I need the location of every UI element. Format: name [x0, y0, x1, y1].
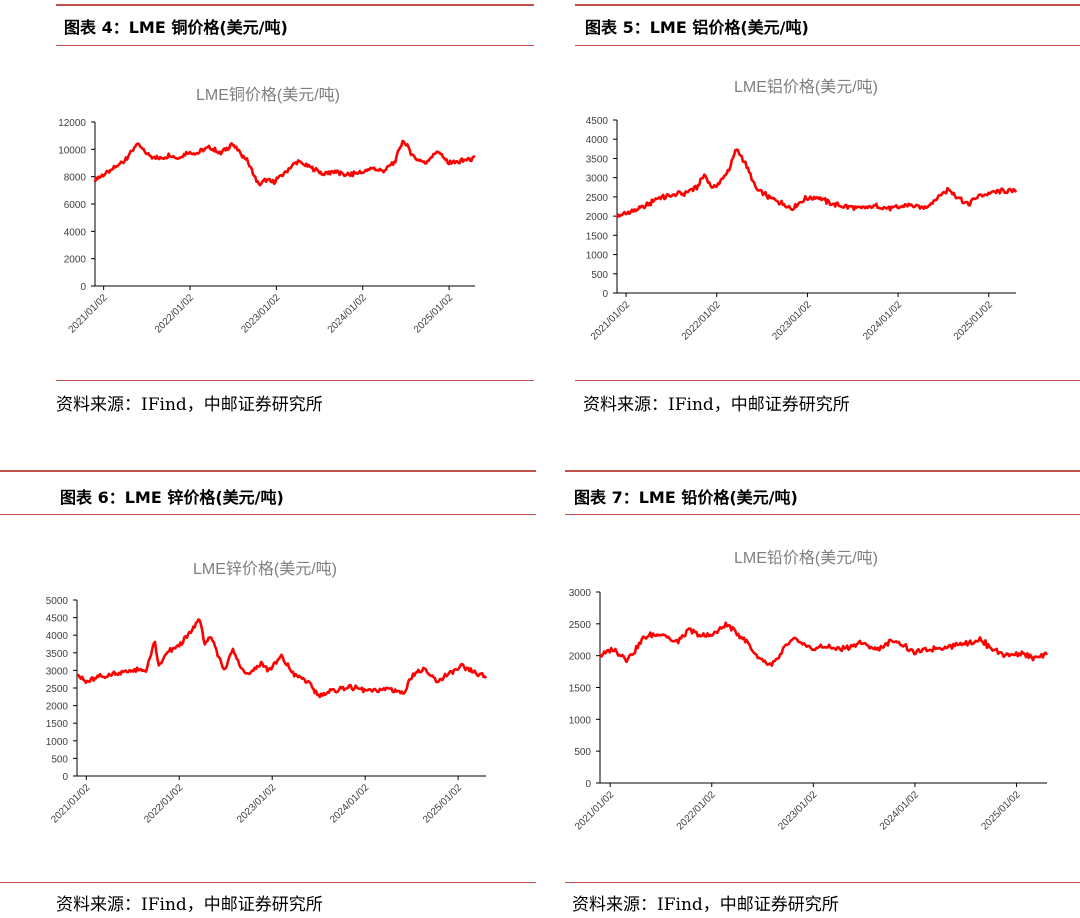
top-rule: [575, 4, 1080, 6]
y-tick-label: 2000: [64, 255, 87, 266]
y-tick-label: 1500: [46, 719, 69, 730]
y-tick-label: 2000: [46, 702, 69, 713]
x-tick-label: 2021/01/02: [67, 292, 110, 335]
y-tick-label: 4000: [64, 227, 87, 238]
chart-title: LME锌价格(美元/吨): [193, 560, 337, 578]
y-tick-label: 500: [591, 270, 608, 281]
y-tick-label: 3000: [46, 666, 69, 677]
chart-2: LME锌价格(美元/吨) 0 500 1000 1500 2000 2500 3000 3500…: [46, 560, 488, 826]
title-rule: [565, 514, 1080, 515]
x-tick-label: 2024/01/02: [328, 782, 371, 825]
y-tick-label: 2000: [569, 652, 592, 663]
chart-0: LME铜价格(美元/吨) 0 2000 4000 6000 8000 10000 12000 2…: [58, 86, 476, 336]
y-tick-label: 4000: [586, 135, 609, 146]
figure-title: 图表 4：LME 铜价格(美元/吨): [64, 18, 288, 37]
y-tick-label: 1500: [586, 231, 609, 242]
x-tick-label: 2021/01/02: [573, 789, 616, 832]
x-tick-label: 2023/01/02: [776, 789, 819, 832]
y-tick-label: 1000: [569, 715, 592, 726]
chart-title: LME铝价格(美元/吨): [734, 78, 878, 96]
y-tick-label: 2500: [586, 193, 609, 204]
y-tick-label: 1000: [46, 737, 69, 748]
x-tick-label: 2022/01/02: [142, 782, 185, 825]
figure-title: 图表 6：LME 锌价格(美元/吨): [60, 488, 284, 507]
x-tick-label: 2022/01/02: [675, 789, 718, 832]
bottom-rule: [56, 380, 534, 381]
title-rule: [0, 514, 536, 515]
figure-title: 图表 7：LME 铅价格(美元/吨): [574, 488, 798, 507]
y-tick-label: 0: [62, 772, 68, 783]
x-tick-label: 2023/01/02: [235, 782, 278, 825]
x-tick-label: 2022/01/02: [680, 299, 723, 342]
y-tick-label: 4500: [586, 116, 609, 127]
x-tick-label: 2022/01/02: [153, 292, 196, 335]
title-rule: [575, 45, 1080, 46]
source-note: 资料来源：IFind，中邮证券研究所: [583, 395, 850, 415]
y-tick-label: 3000: [569, 588, 592, 599]
x-tick-label: 2025/01/02: [952, 299, 995, 342]
bottom-rule: [0, 882, 536, 883]
y-tick-label: 0: [80, 282, 86, 293]
x-tick-label: 2021/01/02: [589, 299, 632, 342]
bottom-rule: [565, 882, 1080, 883]
y-tick-label: 3000: [586, 174, 609, 185]
y-tick-label: 3500: [46, 649, 69, 660]
title-rule: [56, 45, 534, 46]
top-rule: [56, 4, 534, 6]
y-tick-label: 500: [51, 754, 68, 765]
y-tick-label: 6000: [64, 200, 87, 211]
y-tick-label: 2500: [46, 684, 69, 695]
y-tick-label: 10000: [58, 145, 86, 156]
x-tick-label: 2023/01/02: [239, 292, 282, 335]
y-tick-label: 4000: [46, 631, 69, 642]
series-line-0: [93, 139, 476, 187]
x-tick-label: 2024/01/02: [326, 292, 369, 335]
x-tick-label: 2021/01/02: [49, 782, 92, 825]
y-tick-label: 1000: [586, 251, 609, 262]
y-tick-label: 3500: [586, 154, 609, 165]
chart-title: LME铜价格(美元/吨): [196, 86, 340, 104]
y-tick-label: 0: [602, 289, 608, 300]
x-tick-label: 2024/01/02: [878, 789, 921, 832]
top-rule: [0, 470, 536, 472]
source-note: 资料来源：IFind，中邮证券研究所: [56, 395, 323, 415]
bottom-rule: [575, 380, 1080, 381]
chart-3: LME铅价格(美元/吨) 0 500 1000 1500 2000 2500 3000 2021…: [569, 549, 1049, 833]
series-line-0: [599, 621, 1049, 667]
chart-1: LME铝价格(美元/吨) 0 500 1000 1500 2000 2500 3000 3500…: [586, 78, 1018, 343]
chart-title: LME铅价格(美元/吨): [734, 549, 878, 567]
x-tick-label: 2025/01/02: [412, 292, 455, 335]
y-tick-label: 8000: [64, 173, 87, 184]
source-note: 资料来源：IFind，中邮证券研究所: [56, 895, 323, 915]
y-tick-label: 12000: [58, 118, 86, 129]
y-tick-label: 4500: [46, 614, 69, 625]
y-tick-label: 1500: [569, 684, 592, 695]
y-tick-label: 5000: [46, 596, 69, 607]
top-rule: [565, 470, 1080, 472]
y-tick-label: 0: [585, 779, 591, 790]
figure-title: 图表 5：LME 铝价格(美元/吨): [585, 18, 809, 37]
y-tick-label: 500: [574, 747, 591, 758]
series-line-0: [77, 618, 488, 699]
y-tick-label: 2500: [569, 620, 592, 631]
x-tick-label: 2023/01/02: [770, 299, 813, 342]
x-tick-label: 2025/01/02: [421, 782, 464, 825]
series-line-0: [615, 148, 1018, 219]
y-tick-label: 2000: [586, 212, 609, 223]
x-tick-label: 2024/01/02: [861, 299, 904, 342]
source-note: 资料来源：IFind，中邮证券研究所: [572, 895, 839, 915]
x-tick-label: 2025/01/02: [979, 789, 1022, 832]
